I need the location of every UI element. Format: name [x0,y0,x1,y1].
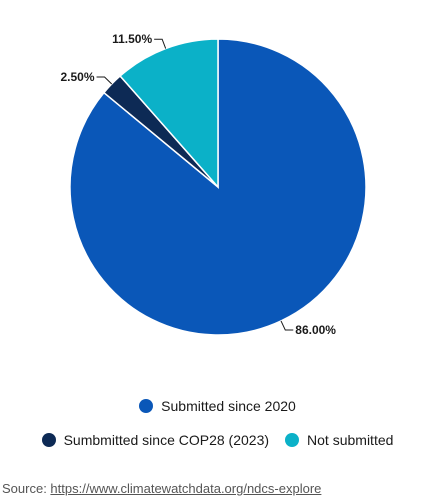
leader-line-submitted-since-2020 [280,320,294,331]
source-prefix: Source: [2,481,51,496]
source-note: Source: https://www.climatewatchdata.org… [2,481,321,496]
data-labels: 86.00% 2.50% 11.50% [61,32,337,337]
legend-swatch-submitted-cop28 [41,433,56,447]
data-label-sumbmitted-since-cop28-2023: 2.50% [61,70,95,84]
legend-row-1: Submitted since 2020 [0,398,435,414]
legend-item-not-submitted[interactable]: Not submitted [285,432,393,448]
pie-chart: 86.00% 2.50% 11.50% [61,32,367,337]
pie-slice-not-submitted[interactable] [119,38,219,189]
legend-swatch-submitted-2020 [139,399,154,413]
legend-label-not-submitted: Not submitted [307,432,394,448]
leader-lines [96,38,294,331]
legend-row-2: Sumbmitted since COP28 (2023) Not submit… [0,432,435,448]
legend-item-submitted-cop28[interactable]: Sumbmitted since COP28 (2023) [41,432,270,448]
pie-slices [69,38,367,336]
data-label-submitted-since-2020: 86.00% [295,323,336,337]
legend-label-submitted-cop28: Sumbmitted since COP28 (2023) [63,432,270,448]
legend-label-submitted-2020: Submitted since 2020 [161,398,296,414]
leader-line-sumbmitted-since-cop28-2023 [96,76,113,85]
legend-item-submitted-2020[interactable]: Submitted since 2020 [139,398,296,414]
source-link[interactable]: https://www.climatewatchdata.org/ndcs-ex… [50,481,322,496]
legend-swatch-not-submitted [285,433,300,447]
leader-line-not-submitted [154,38,167,49]
data-label-not-submitted: 11.50% [112,32,152,46]
